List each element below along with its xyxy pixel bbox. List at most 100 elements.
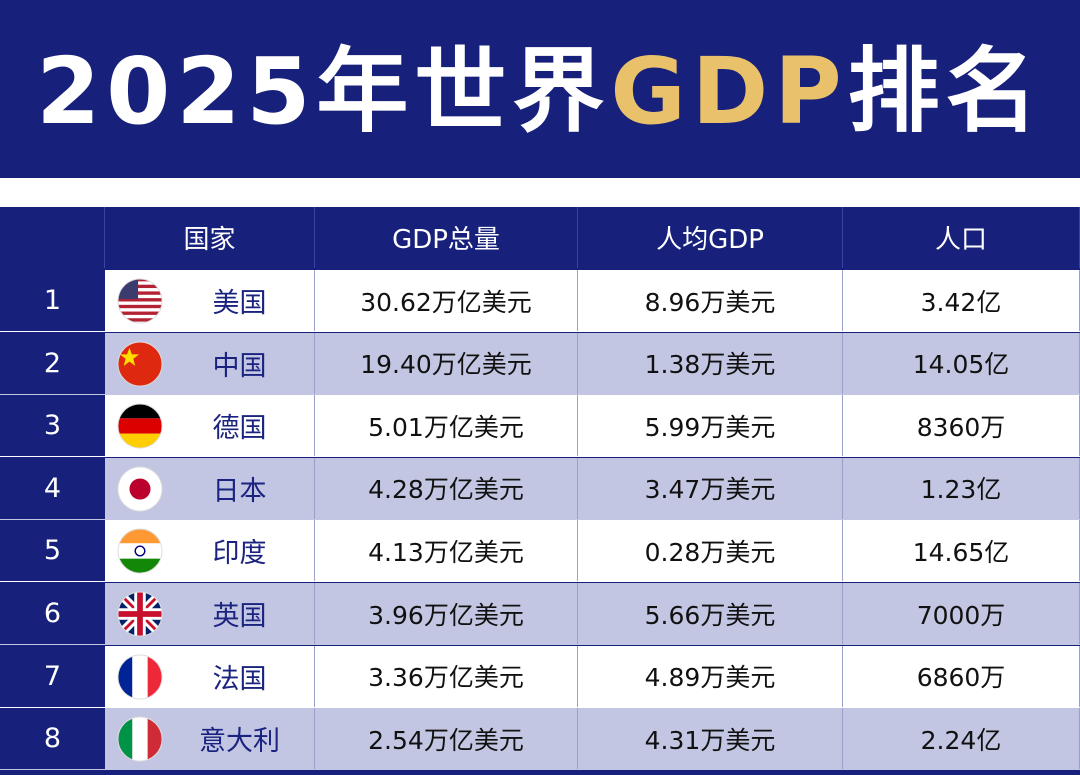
flag-shape [117, 418, 163, 434]
flag-shape [117, 311, 163, 315]
country: 中国 [105, 332, 315, 394]
flag-shape [132, 654, 148, 699]
value-cell: 3.96万亿美元 [315, 583, 578, 644]
title-prefix: 2025年世界 [36, 37, 611, 145]
flag-shape [119, 347, 140, 366]
flag-shape [117, 403, 163, 449]
value-cell: 14.65亿 [843, 520, 1080, 582]
header-cell: 国家 [105, 207, 315, 268]
rank: 6 [0, 583, 105, 644]
flag [117, 403, 163, 449]
flag-shape [117, 404, 163, 419]
flag [117, 654, 163, 700]
flag-shape [117, 298, 163, 302]
flag [117, 466, 163, 512]
rank: 3 [0, 395, 105, 457]
flag-shape [117, 543, 163, 560]
flag-shape [117, 716, 163, 762]
flag [117, 528, 163, 574]
header-row: 国家 GDP总量 人均GDP 人口 [0, 207, 1080, 269]
flag-shape [117, 528, 163, 574]
rank: 7 [0, 645, 105, 707]
country: 英国 [105, 583, 315, 644]
rank: 1 [0, 270, 105, 331]
title: 2025年世界GDP排名 [36, 17, 1043, 150]
flag-shape [147, 654, 163, 699]
value-cell: 8.96万美元 [578, 270, 843, 331]
divider [0, 178, 1080, 207]
table-row: 6 英国 3.96万亿美元 5.66万美元 7000万 [0, 583, 1080, 645]
value-cell: 4.31万美元 [578, 708, 843, 770]
flag-shape [117, 717, 163, 762]
flag-shape [117, 278, 163, 324]
flag-shape [117, 341, 163, 387]
flag-shape [117, 284, 163, 289]
rank: 4 [0, 457, 105, 519]
country: 意大利 [105, 708, 315, 770]
table-row: 8 意大利 2.54万亿美元 4.31万美元 2.24亿 [0, 708, 1080, 771]
flag-shape [117, 318, 163, 322]
flag [117, 341, 163, 387]
flag-shape [117, 654, 163, 699]
rank: 2 [0, 332, 105, 394]
flag-shape [117, 278, 163, 324]
flag-shape [117, 304, 163, 309]
title-highlight: GDP [610, 37, 848, 145]
flag [117, 591, 163, 637]
flag-shape [117, 278, 139, 300]
flag-shape [147, 717, 163, 762]
header: 2025年世界GDP排名 [0, 0, 1080, 178]
table-row: 3 德国 5.01万亿美元 5.99万美元 8360万 [0, 395, 1080, 458]
flag-shape [117, 559, 163, 574]
flag-shape [117, 433, 163, 449]
flag-shape [117, 341, 163, 386]
country: 美国 [105, 270, 315, 331]
header-cell: 人口 [843, 207, 1080, 268]
flag-shape [134, 545, 146, 557]
title-suffix: 排名 [847, 37, 1044, 145]
table-row: 5 印度 4.13万亿美元 0.28万美元 14.65亿 [0, 520, 1080, 583]
flag-shape [117, 291, 163, 295]
header-cell: GDP总量 [315, 207, 578, 268]
value-cell: 19.40万亿美元 [315, 332, 578, 394]
table-row: 4 日本 4.28万亿美元 3.47万美元 1.23亿 [0, 457, 1080, 520]
flag [117, 716, 163, 762]
country: 德国 [105, 395, 315, 457]
flag-shape [132, 717, 148, 762]
value-cell: 5.01万亿美元 [315, 395, 578, 457]
flag-shape [117, 341, 163, 386]
value-cell: 30.62万亿美元 [315, 270, 578, 331]
country: 日本 [105, 457, 315, 519]
value-cell: 2.54万亿美元 [315, 708, 578, 770]
rank: 8 [0, 708, 105, 770]
value-cell: 2.24亿 [843, 708, 1080, 770]
value-cell: 6860万 [843, 645, 1080, 707]
flag-shape [117, 466, 163, 511]
header-cell: 人均GDP [578, 207, 843, 268]
flag-shape [117, 278, 163, 282]
flag-shape [117, 591, 163, 637]
value-cell: 4.28万亿美元 [315, 457, 578, 519]
table-row: 2 中国 19.40万亿美元 1.38万美元 14.05亿 [0, 332, 1080, 395]
value-cell: 4.89万美元 [578, 645, 843, 707]
value-cell: 1.23亿 [843, 457, 1080, 519]
flag-shape [117, 717, 133, 762]
rank: 5 [0, 520, 105, 582]
country: 法国 [105, 645, 315, 707]
flag-shape [117, 591, 163, 637]
value-cell: 3.36万亿美元 [315, 645, 578, 707]
flag-shape [117, 654, 163, 700]
value-cell: 0.28万美元 [578, 520, 843, 582]
table-row: 7 法国 3.36万亿美元 4.89万美元 6860万 [0, 645, 1080, 708]
country: 印度 [105, 520, 315, 582]
flag [117, 278, 163, 324]
flag-shape [117, 654, 133, 699]
value-cell: 14.05亿 [843, 332, 1080, 394]
value-cell: 3.42亿 [843, 270, 1080, 331]
flag-shape [129, 478, 151, 500]
value-cell: 3.47万美元 [578, 457, 843, 519]
flag-shape [117, 591, 163, 637]
value-cell: 8360万 [843, 395, 1080, 457]
flag-shape [117, 529, 163, 574]
